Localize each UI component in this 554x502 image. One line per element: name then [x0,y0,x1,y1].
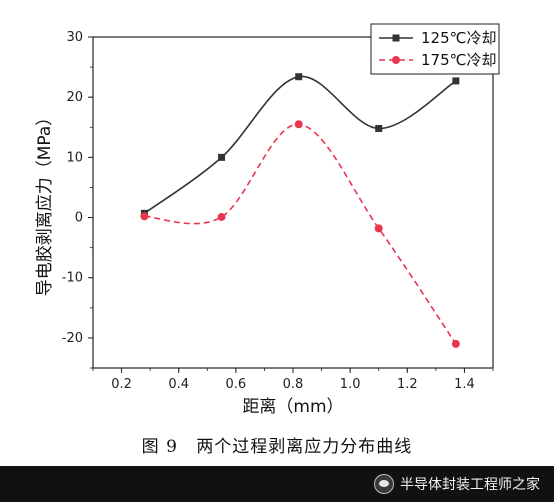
y-tick-label: -10 [62,271,83,286]
plot-border [92,36,494,369]
legend-box [370,23,500,75]
figure-number: 图 9 [141,437,178,457]
x-tick-label: 1.4 [454,377,475,392]
x-tick-label: 1.2 [397,377,418,392]
x-axis: 0.2 0.4 0.6 0.8 1.0 1.2 1.4 [92,368,494,392]
legend-marker [392,34,400,42]
series-layer [140,73,460,348]
data-point [451,339,460,348]
chart: 0.2 0.4 0.6 0.8 1.0 1.2 1.4 -20 -10 0 10 20 30 125℃… [35,23,500,417]
legend-marker [392,56,400,64]
data-point [217,212,226,221]
wechat-icon [374,474,394,494]
data-point [375,124,383,132]
data-point [218,153,226,161]
y-tick-label: 30 [66,30,83,45]
x-axis-title: 距离（mm） [242,397,343,417]
series-2 [140,120,460,348]
figure-caption: 图 9 两个过程剥离应力分布曲线 [0,432,554,457]
y-tick-label: 0 [75,211,83,226]
y-tick-label: -20 [62,331,83,346]
watermark-text: 半导体封装工程师之家 [400,477,540,493]
x-tick-label: 0.8 [283,377,304,392]
plot-frame [92,36,494,369]
y-tick-label: 20 [66,90,83,105]
data-point [452,77,460,85]
legend-label: 125℃冷却 [421,29,496,47]
data-point [140,212,149,221]
series-1 [140,73,460,217]
data-point [295,73,303,81]
figure-title: 两个过程剥离应力分布曲线 [196,437,413,457]
legend: 125℃冷却 175℃冷却 [370,23,500,75]
series-line [144,123,457,345]
y-axis-title: 导电胶剥离应力（MPa） [35,109,55,297]
y-axis: -20 -10 0 10 20 30 [62,30,93,369]
x-tick-label: 1.0 [340,377,361,392]
x-tick-label: 0.2 [111,377,132,392]
data-point [294,120,303,129]
series-line [143,75,457,214]
watermark: 半导体封装工程师之家 [374,474,540,494]
data-point [374,224,383,233]
footer-bar: 半导体封装工程师之家 [0,466,554,502]
x-tick-label: 0.4 [168,377,189,392]
legend-label: 175℃冷却 [421,51,496,69]
x-tick-label: 0.6 [226,377,247,392]
y-tick-label: 10 [66,150,83,165]
